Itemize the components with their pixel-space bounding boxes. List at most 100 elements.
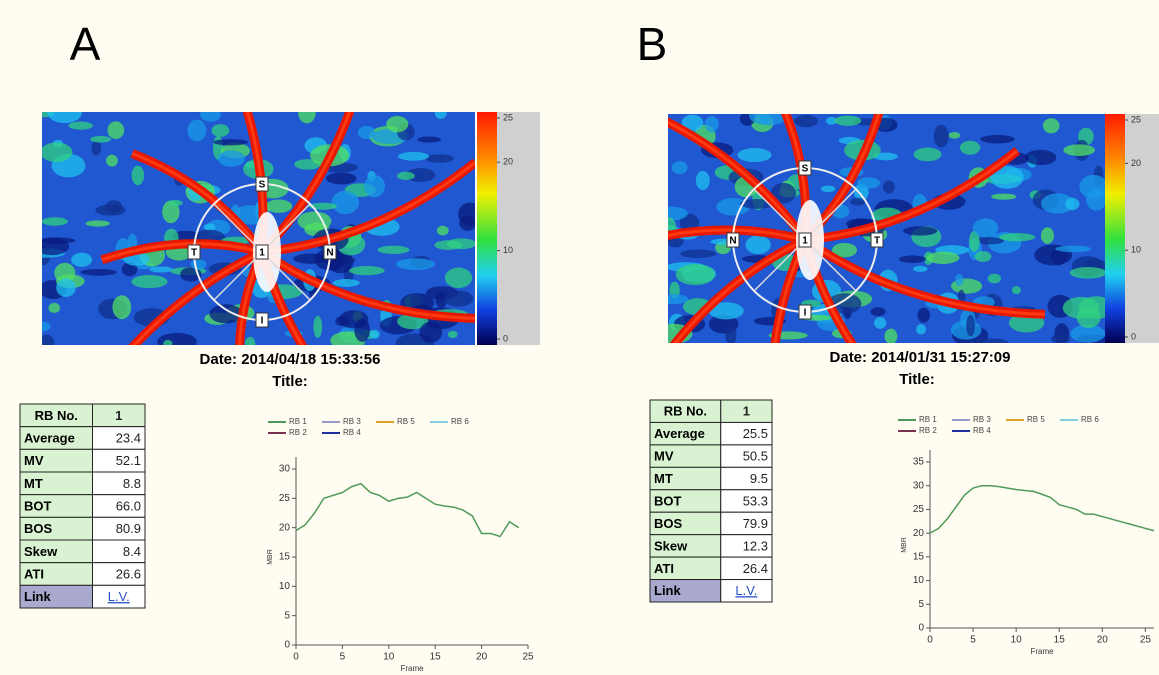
legend-label: RB 5 [1027, 415, 1045, 424]
heatmap-patch [121, 262, 138, 277]
table-label: Link [654, 583, 681, 598]
y-tick-label: 0 [918, 623, 924, 634]
vessel-core [260, 112, 352, 254]
disc-label: S [802, 164, 809, 175]
heatmap-patch [211, 124, 230, 137]
disc-label-box [726, 232, 740, 248]
table-label: Average [24, 430, 75, 445]
heatmap-patch [172, 230, 200, 241]
legend-label: RB 4 [343, 428, 361, 437]
heatmap-patch [325, 172, 357, 185]
heatmap-patch [398, 151, 430, 161]
x-tick-label: 10 [1011, 635, 1023, 646]
title-label: Title: [899, 371, 935, 388]
heatmap-patch [349, 266, 385, 276]
heatmap-patch [396, 171, 415, 180]
table-value: 25.5 [743, 426, 768, 441]
y-tick-label: 25 [913, 504, 925, 515]
table-value: 26.4 [743, 561, 768, 576]
legend-label: RB 5 [397, 417, 415, 426]
colorbar-tick-label: 25 [1131, 114, 1141, 124]
heatmap-patch [948, 132, 961, 139]
vessel-core [131, 152, 264, 253]
y-axis-label: MBR [901, 537, 908, 553]
heatmap-patch [85, 220, 110, 227]
heatmap-patch [434, 240, 463, 250]
x-tick-label: 15 [430, 652, 442, 663]
y-tick-label: 5 [918, 599, 924, 610]
heatmap-patch [434, 112, 447, 119]
table-label: RB No. [664, 404, 707, 419]
table-cell [92, 584, 146, 609]
date: Date: 2014/04/18 15:33:56 [200, 351, 381, 368]
disc-label-box [798, 304, 812, 320]
heatmap-patch [1040, 227, 1054, 244]
heatmap-patch [331, 190, 360, 215]
table-cell [720, 579, 773, 603]
heatmap-patch [972, 218, 999, 238]
heatmap-patch [737, 148, 772, 163]
heatmap-patch [419, 321, 443, 343]
y-tick-label: 5 [284, 610, 290, 621]
heatmap-patch [213, 139, 248, 146]
heatmap-patch [834, 115, 862, 126]
heatmap-patch [870, 307, 886, 317]
table-label: BOS [654, 516, 683, 531]
legend-label: RB 3 [343, 417, 361, 426]
table-label: Skew [654, 538, 688, 553]
title-label: Title: [272, 373, 308, 390]
colorbar-tick-label: 25 [503, 112, 513, 122]
y-tick-label: 30 [279, 464, 291, 475]
table-value: 26.6 [116, 566, 141, 581]
heatmap-patch [903, 226, 938, 236]
colorbar [1105, 114, 1125, 343]
heatmap-patch [974, 251, 992, 262]
link[interactable]: L.V. [108, 589, 130, 604]
heatmap-patch [149, 266, 173, 273]
heatmap-patch [884, 328, 898, 343]
legend-label: RB 6 [451, 417, 469, 426]
heatmap-patch [913, 147, 942, 162]
heatmap-patch [959, 140, 981, 155]
vessel-core [673, 238, 806, 343]
heatmap-patch [759, 114, 770, 125]
heatmap-patch [190, 259, 207, 270]
heatmap-patch [106, 154, 118, 167]
heatmap-patch [48, 302, 61, 314]
heatmap-patch [200, 112, 221, 122]
table-value: 53.3 [743, 493, 768, 508]
heatmap-patch [90, 135, 112, 143]
heatmap-patch [1040, 193, 1075, 214]
y-tick-label: 10 [279, 581, 291, 592]
heatmap-patch [708, 302, 744, 320]
heatmap-patch [987, 273, 1002, 284]
link[interactable]: L.V. [735, 583, 757, 598]
y-tick-label: 35 [913, 457, 925, 468]
disc-label-box [323, 244, 337, 260]
y-tick-label: 15 [279, 552, 291, 563]
heatmap [668, 114, 1105, 343]
table-value: 9.5 [750, 471, 768, 486]
y-tick-label: 20 [279, 522, 291, 533]
heatmap-patch [163, 339, 173, 345]
disc-label-box [255, 244, 269, 260]
x-tick-label: 10 [383, 652, 395, 663]
heatmap-patch [369, 329, 380, 339]
heatmap-patch [1011, 286, 1021, 295]
colorbar [477, 112, 497, 345]
table-label: ATI [24, 566, 44, 581]
table-value: 50.5 [743, 449, 768, 464]
heatmap-patch [826, 116, 837, 125]
heatmap-patch [162, 200, 180, 224]
heatmap-patch [217, 150, 246, 167]
heatmap-patch [80, 268, 117, 276]
x-tick-label: 5 [970, 635, 976, 646]
heatmap-patch [131, 165, 145, 186]
heatmap-patch [68, 121, 93, 130]
heatmap-patch [1042, 118, 1060, 134]
heatmap-patch [265, 199, 293, 213]
heatmap-patch [898, 255, 927, 263]
heatmap-patch [917, 307, 930, 323]
x-tick-label: 20 [1097, 635, 1109, 646]
